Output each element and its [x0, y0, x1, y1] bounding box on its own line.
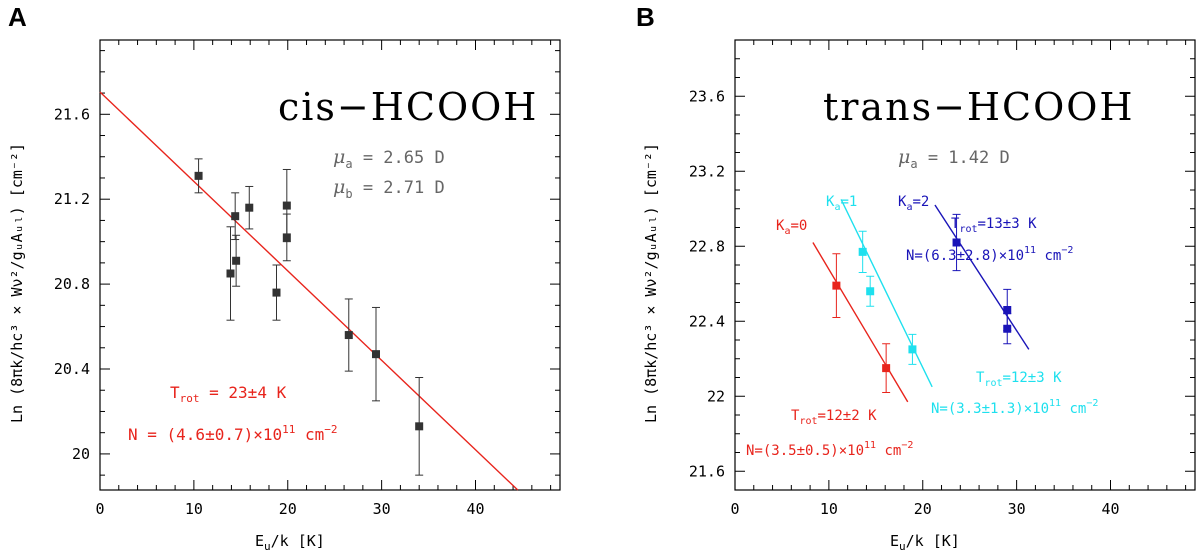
data-point — [194, 171, 203, 180]
x-tick-label: 10 — [820, 500, 838, 518]
y-tick-label: 22.4 — [689, 312, 725, 330]
x-tick-label: 30 — [373, 500, 391, 518]
x-axis-label: Eu/k [K] — [890, 532, 960, 553]
data-point — [866, 287, 875, 296]
dipole-moment-label: μb = 2.71 D — [333, 176, 445, 201]
data-point — [282, 201, 291, 210]
data-point — [832, 281, 841, 290]
data-point — [272, 288, 281, 297]
axis-ticks — [99, 40, 560, 490]
fit-line — [840, 199, 933, 388]
y-tick-label: 20 — [72, 445, 90, 463]
panel-b: B 0 10 20 30 40 21.6 22 22.4 22.8 23.2 23.6 Eu/k [K]… — [636, 2, 1196, 553]
plot-frame — [99, 39, 561, 491]
series-label: Ka=0 — [776, 218, 807, 237]
axis-ticks — [734, 39, 1195, 491]
series-ka-2: Ka=2 Trot=13±3 K N=(6.3±2.8)×1011 cm−2 — [898, 194, 1073, 350]
fit-line — [99, 91, 519, 491]
data-point — [232, 256, 241, 265]
y-axis-label: Ln (8πk/hc³ × Wν²/gᵤAᵤₗ) [cm⁻²] — [8, 143, 26, 423]
data-point — [372, 350, 380, 359]
dipole-moment-label: μa = 2.65 D — [333, 146, 445, 171]
x-tick-label: 10 — [185, 500, 203, 518]
rotation-temperature-label: Trot=13±3 K — [951, 216, 1037, 235]
x-tick-label: 40 — [1101, 500, 1119, 518]
data-point — [231, 212, 240, 221]
series-cis-hcooh — [99, 91, 519, 491]
y-tick-label: 20.8 — [54, 275, 90, 293]
data-point — [952, 238, 961, 247]
rotation-temperature-label: Trot = 23±4 K — [170, 383, 287, 405]
molecule-title: cis−HCOOH — [278, 85, 538, 129]
y-axis-label: Ln (8πk/hc³ × Wν²/gᵤAᵤₗ) [cm⁻²] — [642, 143, 660, 423]
series-ka-0: Ka=0 Trot=12±2 K N=(3.5±0.5)×1011 cm−2 — [746, 218, 913, 459]
data-point — [882, 364, 891, 373]
molecule-title: trans−HCOOH — [823, 85, 1135, 129]
column-density-label: N=(6.3±2.8)×1011 cm−2 — [906, 245, 1073, 264]
y-tick-label: 23.6 — [689, 87, 725, 105]
data-point — [344, 331, 353, 340]
series-label: Ka=2 — [898, 194, 929, 213]
data-point — [1003, 324, 1012, 333]
y-tick-label: 22 — [707, 387, 725, 405]
fit-line — [934, 204, 1030, 350]
data-point — [908, 345, 917, 354]
column-density-label: N=(3.5±0.5)×1011 cm−2 — [746, 440, 913, 459]
panel-letter: B — [636, 2, 655, 32]
column-density-label: N=(3.3±1.3)×1011 cm−2 — [931, 398, 1098, 417]
x-axis-label: Eu/k [K] — [255, 532, 325, 553]
x-tick-label: 20 — [279, 500, 297, 518]
panel-letter: A — [8, 2, 27, 32]
data-point — [226, 269, 235, 278]
dipole-moment-label: μa = 1.42 D — [898, 146, 1010, 171]
y-tick-label: 20.4 — [54, 360, 90, 378]
rotation-temperature-label: Trot=12±3 K — [976, 370, 1062, 389]
fit-line — [812, 242, 909, 403]
data-point — [415, 422, 424, 431]
series-label: Ka=1 — [826, 194, 857, 213]
x-tick-label: 30 — [1008, 500, 1026, 518]
x-tick-label: 40 — [466, 500, 484, 518]
y-tick-label: 21.6 — [54, 105, 90, 123]
panel-a: A 0 10 20 30 40 20 20.4 20.8 21.2 21.6 Eu/k [K] Ln (… — [8, 2, 561, 553]
data-point — [282, 233, 291, 242]
rotation-temperature-label: Trot=12±2 K — [791, 408, 877, 427]
y-tick-label: 21.2 — [54, 190, 90, 208]
y-tick-label: 23.2 — [689, 162, 725, 180]
column-density-label: N = (4.6±0.7)×1011 cm−2 — [128, 423, 338, 444]
y-tick-label: 22.8 — [689, 237, 725, 255]
data-point — [1003, 306, 1012, 314]
x-tick-label: 0 — [730, 500, 739, 518]
y-tick-label: 21.6 — [689, 462, 725, 480]
x-tick-label: 20 — [914, 500, 932, 518]
data-point — [245, 203, 254, 212]
series-ka-1: Ka=1 Trot=12±3 K N=(3.3±1.3)×1011 cm−2 — [826, 194, 1098, 417]
x-tick-label: 0 — [95, 500, 104, 518]
data-point — [858, 247, 867, 256]
